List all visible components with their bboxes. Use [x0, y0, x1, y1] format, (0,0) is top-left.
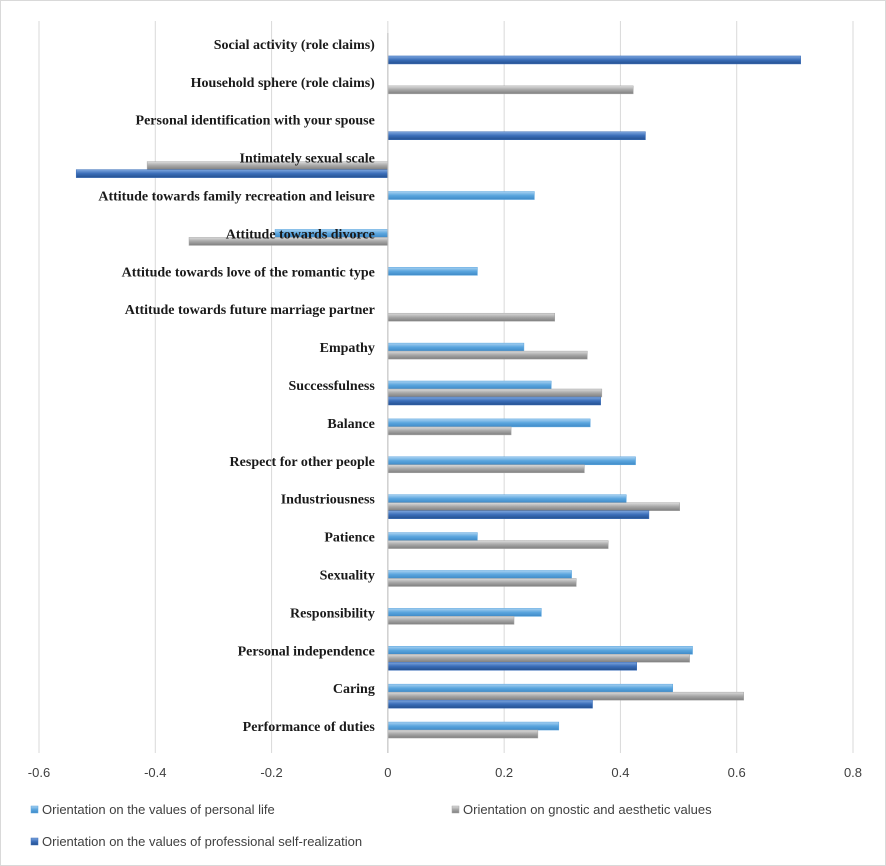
x-tick-label: -0.2	[260, 765, 282, 780]
category-label: Household sphere (role claims)	[191, 76, 376, 91]
x-tick-label: -0.6	[28, 765, 50, 780]
x-tick-label: 0.2	[495, 765, 513, 780]
bar-3	[387, 396, 601, 406]
bar-2	[387, 691, 744, 701]
category-label: Caring	[333, 682, 375, 697]
bar-2	[387, 388, 603, 398]
x-tick-label: 0.4	[611, 765, 629, 780]
bar-1	[387, 608, 542, 617]
bar-3	[75, 169, 389, 178]
bar-2	[387, 502, 680, 511]
category-labels: Social activity (role claims) Household s…	[98, 38, 375, 735]
x-tick-label: 0	[384, 765, 391, 780]
bar-2	[387, 312, 555, 322]
category-label: Patience	[324, 531, 375, 546]
bar-1	[387, 342, 525, 352]
bar-1	[387, 494, 627, 503]
x-tick-label: -0.4	[144, 765, 166, 780]
bar-1	[387, 267, 478, 276]
legend-label: Orientation on the values of personal li…	[42, 802, 275, 817]
bar-3	[387, 55, 801, 65]
bar-1	[387, 532, 478, 541]
category-label: Industriousness	[281, 493, 376, 508]
bar-2	[387, 654, 690, 663]
bar-2	[387, 578, 577, 587]
x-tick-label: 0.8	[844, 765, 862, 780]
category-label: Attitude towards love of the romantic ty…	[122, 265, 375, 280]
bar-2	[387, 616, 515, 625]
category-label: Balance	[327, 417, 374, 432]
category-label: Performance of duties	[243, 720, 376, 735]
bar-1	[387, 721, 560, 731]
category-label: Personal independence	[238, 644, 375, 659]
bar-2	[387, 729, 539, 739]
legend-label: Orientation on the values of professiona…	[42, 834, 362, 849]
bar-2	[387, 85, 634, 95]
bar-1	[387, 191, 535, 200]
bar-2	[387, 350, 588, 360]
category-label: Attitude towards future marriage partner	[125, 303, 375, 318]
category-label: Intimately sexual scale	[240, 152, 375, 167]
category-label: Respect for other people	[230, 455, 375, 470]
category-label: Social activity (role claims)	[214, 38, 375, 53]
bar-1	[387, 683, 674, 693]
bar-3	[387, 699, 593, 709]
category-label: Successfulness	[288, 379, 375, 394]
legend-label: Orientation on gnostic and aesthetic val…	[463, 802, 712, 817]
bar-3	[387, 131, 646, 140]
x-tick-labels: -0.6 -0.4 -0.2 0 0.2 0.4 0.6 0.8	[28, 765, 862, 780]
legend-swatch	[30, 837, 39, 846]
category-label: Responsibility	[290, 606, 375, 621]
legend-swatch	[451, 805, 460, 814]
category-label: Attitude towards family recreation and l…	[98, 190, 374, 205]
category-label: Attitude towards divorce	[226, 227, 375, 242]
bar-3	[387, 510, 650, 519]
bar-1	[387, 418, 591, 428]
x-tick-label: 0.6	[728, 765, 746, 780]
bar-2	[387, 464, 585, 474]
category-label: Sexuality	[320, 568, 375, 583]
bar-2	[387, 426, 512, 436]
bar-2	[387, 540, 609, 549]
bars	[75, 55, 801, 739]
bar-1	[387, 570, 572, 579]
category-label: Empathy	[320, 341, 375, 356]
bar-1	[387, 646, 693, 655]
legend: Orientation on the values of personal li…	[30, 802, 712, 849]
legend-swatch	[30, 805, 39, 814]
bar-1	[387, 380, 552, 390]
bar-3	[387, 662, 637, 671]
bar-1	[387, 456, 636, 466]
category-label: Personal identification with your spouse	[136, 114, 375, 129]
